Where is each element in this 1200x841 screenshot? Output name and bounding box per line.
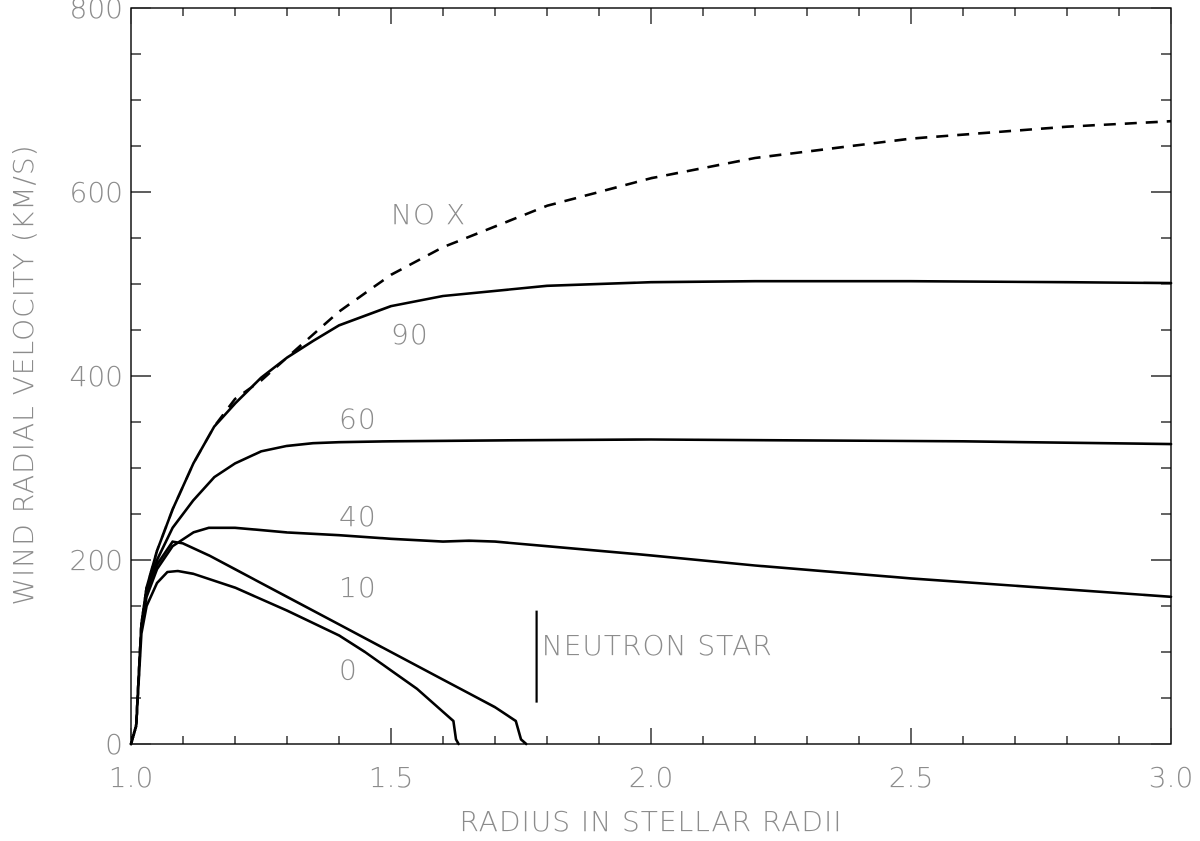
annotations: NO X 90 60 40 10 0 NEUTRON STAR [339,198,773,703]
curves [129,119,1173,746]
series-line-0 [129,569,460,746]
y-axis-label: WIND RADIAL VELOCITY (KM/S) [7,144,40,605]
annotation-label: NO X [391,198,466,231]
x-tick-label: 1.5 [369,761,414,794]
x-tick-label: 2.5 [889,761,934,794]
y-tick-label: 0 [105,728,123,761]
x-tick-label: 2.0 [629,761,674,794]
annotation-label: 0 [339,654,358,687]
annotation-label: 40 [339,500,377,533]
series-line-90 [129,279,1173,746]
y-tick-label: 800 [70,0,123,25]
x-tick-label: 3.0 [1149,761,1194,794]
x-tick-label: 1.0 [109,761,154,794]
x-axis-label: RADIUS IN STELLAR RADII [459,805,842,838]
annotation-label: 10 [339,571,377,604]
annotation-label: 90 [391,318,429,351]
annotation-label: NEUTRON STAR [542,629,773,662]
annotation-label: 60 [339,402,377,435]
series-line-10 [129,540,528,746]
y-tick-label: 600 [70,176,123,209]
series-line-no-x [129,119,1172,745]
series-line-60 [129,438,1173,746]
series-line-40 [129,526,1173,746]
y-tick-label: 200 [70,544,123,577]
y-tick-label: 400 [70,360,123,393]
